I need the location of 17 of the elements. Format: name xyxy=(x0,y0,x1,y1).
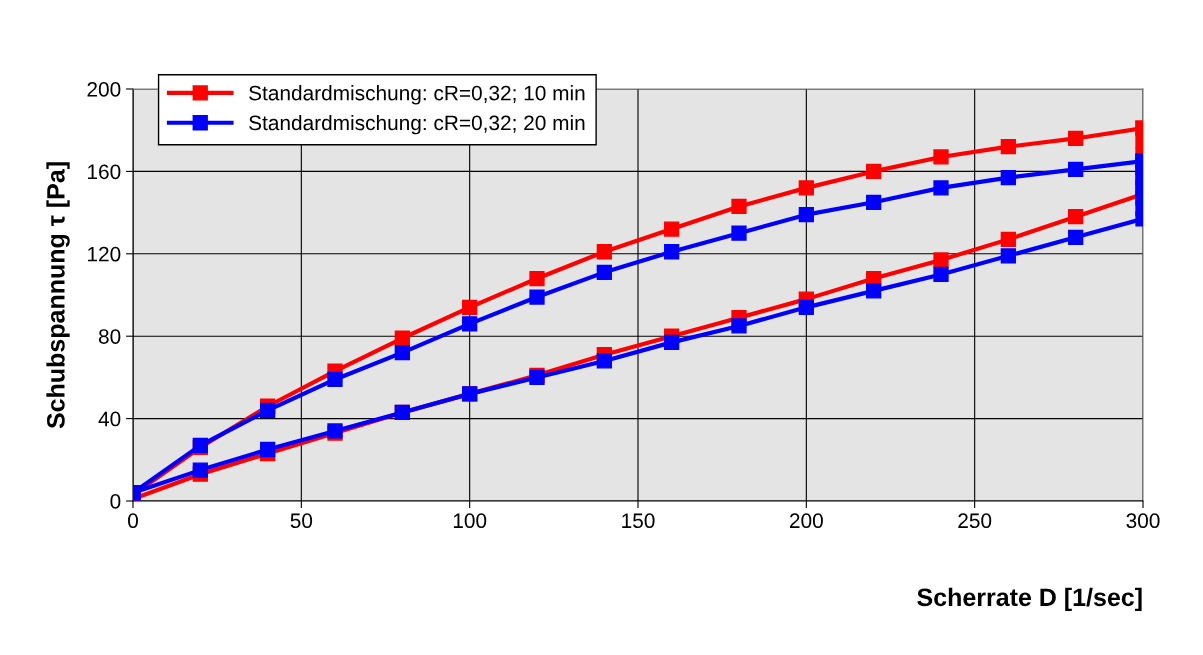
y-tick-label: 200 xyxy=(87,82,121,97)
y-tick-label: 40 xyxy=(98,411,121,427)
y-axis-title: Schubspannung τ [Pa] xyxy=(46,162,70,429)
x-tick-label: 250 xyxy=(958,513,992,529)
y-tick-label: 160 xyxy=(88,164,121,180)
legend-label: Standardmischung: cR=0,32; 20 min xyxy=(249,114,585,135)
x-axis-title: Scherrate D [1/sec] xyxy=(917,587,1142,612)
y-tick-label: 80 xyxy=(98,329,121,344)
x-tick-label: 300 xyxy=(1126,513,1160,529)
y-tick-label: 120 xyxy=(88,246,121,262)
legend-label: Standardmischung: cR=0,32; 10 min xyxy=(249,85,585,105)
y-tick-label: 0 xyxy=(110,494,121,509)
x-tick-label: 50 xyxy=(290,513,313,529)
x-tick-label: 150 xyxy=(622,513,655,529)
x-tick-label: 100 xyxy=(453,513,487,529)
x-tick-label: 200 xyxy=(790,513,823,529)
x-tick-label: 0 xyxy=(128,513,138,529)
